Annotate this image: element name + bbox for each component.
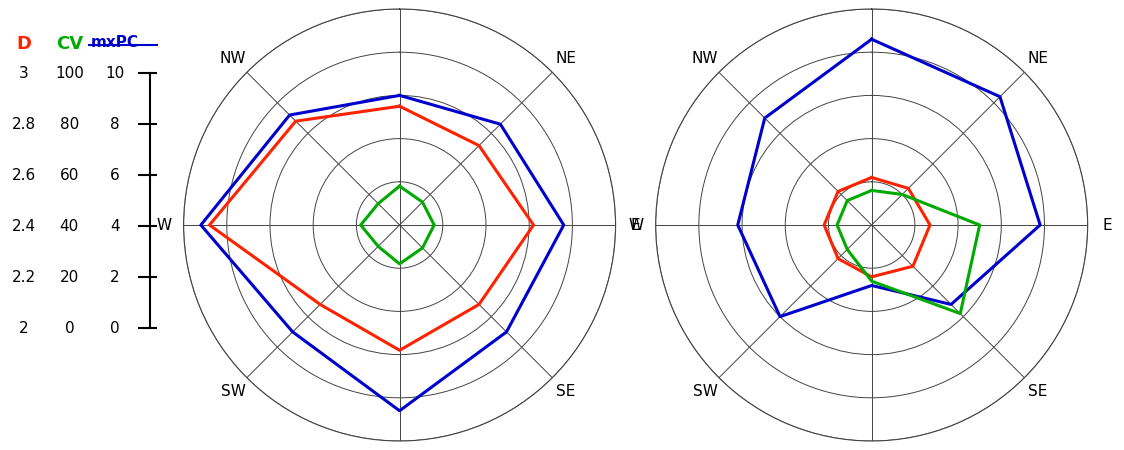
Text: 60: 60 xyxy=(60,168,79,183)
Text: 2: 2 xyxy=(19,321,28,336)
Text: 2: 2 xyxy=(110,270,119,285)
Text: 2.2: 2.2 xyxy=(11,270,36,285)
Text: mxPC: mxPC xyxy=(91,35,139,50)
Text: 3: 3 xyxy=(19,66,29,81)
Text: CV: CV xyxy=(56,35,83,53)
Text: 40: 40 xyxy=(60,219,79,234)
Text: 0: 0 xyxy=(110,321,119,336)
Text: 8: 8 xyxy=(110,117,119,132)
Text: D: D xyxy=(17,35,31,53)
Text: 4: 4 xyxy=(110,219,119,234)
Text: 2.8: 2.8 xyxy=(11,117,36,132)
Text: 100: 100 xyxy=(55,66,84,81)
Text: 6: 6 xyxy=(110,168,120,183)
Text: 2.6: 2.6 xyxy=(11,168,36,183)
Text: 2.4: 2.4 xyxy=(11,219,36,234)
Text: 20: 20 xyxy=(60,270,79,285)
Text: 0: 0 xyxy=(64,321,74,336)
Text: 80: 80 xyxy=(60,117,79,132)
Text: 10: 10 xyxy=(106,66,125,81)
